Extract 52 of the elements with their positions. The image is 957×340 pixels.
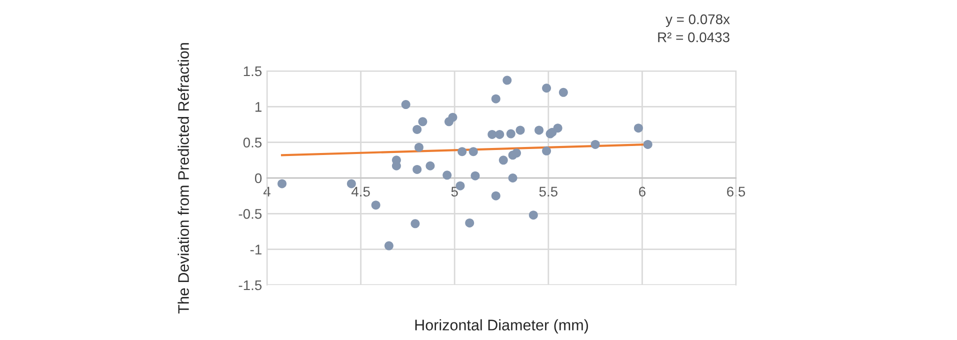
point bbox=[442, 170, 452, 180]
y-tick-label: -1.5 bbox=[238, 280, 262, 290]
x-tick-label: 6 bbox=[639, 186, 646, 197]
point bbox=[558, 88, 568, 97]
point bbox=[491, 94, 500, 104]
point bbox=[488, 130, 497, 139]
point bbox=[418, 117, 428, 126]
point bbox=[502, 76, 512, 85]
x-tick-label: 5.5 bbox=[539, 186, 558, 197]
point bbox=[410, 219, 420, 228]
point bbox=[634, 124, 643, 133]
point bbox=[458, 147, 467, 156]
point bbox=[412, 124, 422, 134]
point bbox=[534, 126, 544, 135]
point bbox=[495, 130, 504, 139]
point bbox=[508, 174, 518, 182]
point bbox=[414, 142, 424, 152]
point bbox=[506, 129, 516, 138]
y-tick-label: -0.5 bbox=[238, 209, 262, 219]
point bbox=[516, 126, 525, 135]
text: y = 0.078x bbox=[666, 14, 730, 27]
y-tick-label: 0.5 bbox=[243, 138, 262, 148]
point bbox=[542, 84, 552, 93]
y-axis-title: The Deviation from Predicted Refraction bbox=[178, 43, 189, 314]
point bbox=[542, 146, 552, 156]
point bbox=[491, 191, 500, 200]
point bbox=[465, 218, 474, 228]
point bbox=[528, 210, 538, 220]
point bbox=[553, 124, 562, 133]
y-tick-label: 1.5 bbox=[244, 66, 262, 76]
text: R² = 0.0433 bbox=[658, 32, 730, 42]
point bbox=[468, 147, 478, 156]
y-tick-label: -1 bbox=[250, 244, 262, 254]
point bbox=[384, 241, 394, 250]
point bbox=[470, 171, 480, 180]
point bbox=[590, 140, 600, 149]
point bbox=[278, 179, 287, 188]
point bbox=[426, 161, 435, 170]
point bbox=[643, 140, 652, 149]
x-tick-label: 6.5 bbox=[727, 186, 746, 197]
point bbox=[498, 156, 508, 165]
point bbox=[371, 200, 380, 210]
point bbox=[346, 179, 356, 188]
y-tick-label: 1 bbox=[255, 102, 262, 112]
point bbox=[401, 100, 410, 110]
y-tick-label: 0 bbox=[254, 173, 262, 184]
point bbox=[448, 112, 458, 122]
point bbox=[412, 164, 422, 174]
x-tick-label: 4.5 bbox=[351, 186, 370, 197]
x-tick-label: 5 bbox=[451, 186, 458, 197]
point bbox=[512, 148, 522, 158]
x-axis-title: Horizontal Diameter (mm) bbox=[415, 319, 588, 334]
